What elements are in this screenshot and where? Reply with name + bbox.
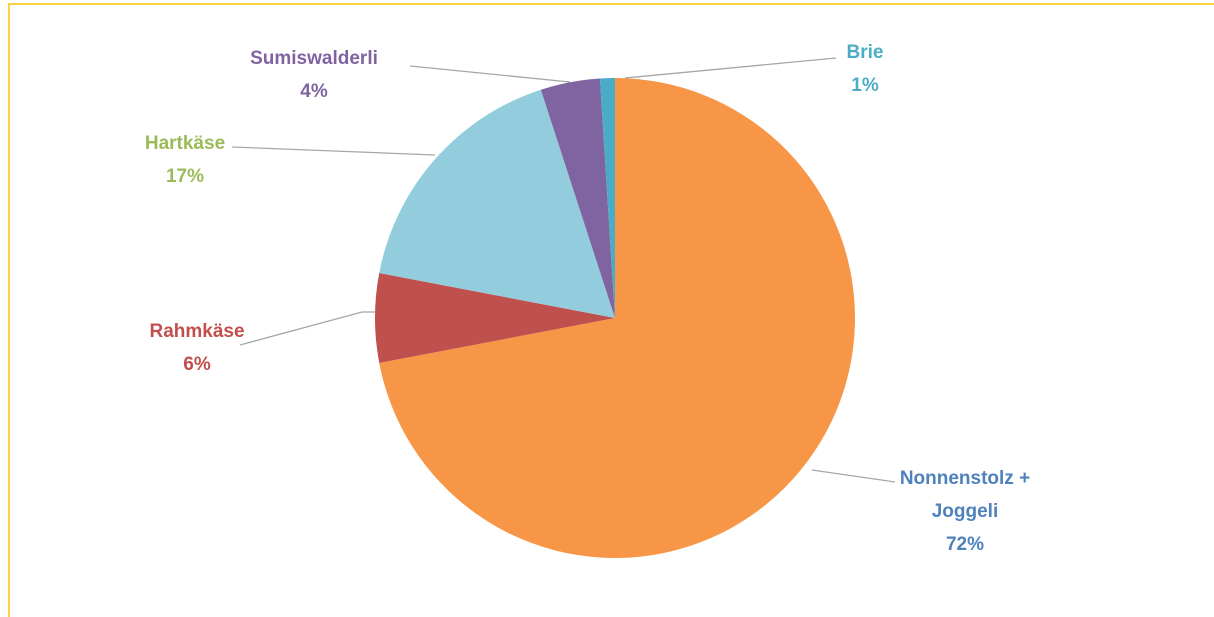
pie-slice [375, 273, 615, 363]
pie-slice [599, 78, 615, 318]
frame [8, 3, 1214, 617]
leader-line [409, 65, 571, 83]
pie-slice [540, 78, 615, 318]
data-label: Rahmkäse 6% [117, 315, 277, 381]
slice-percent: 72% [945, 534, 985, 555]
leader-line [239, 311, 375, 346]
slice-percent: 17% [165, 166, 205, 187]
data-label: Brie 1% [815, 36, 915, 102]
slice-name: Hartkäse [144, 133, 226, 154]
leader-line [624, 57, 837, 79]
leader-line [811, 469, 896, 483]
data-label: Sumiswalderli 4% [234, 42, 394, 108]
data-label: Nonnenstolz + Joggeli 72% [885, 462, 1045, 561]
slice-name: Rahmkäse [149, 321, 245, 342]
slice-percent: 1% [851, 75, 879, 96]
slice-name: Nonnenstolz + Joggeli [899, 468, 1031, 522]
slice-percent: 6% [183, 354, 211, 375]
pie-slice [379, 89, 615, 319]
slice-name: Sumiswalderli [250, 48, 378, 69]
pie-slice [379, 78, 856, 558]
data-label: Hartkäse 17% [105, 127, 265, 193]
slice-name: Brie [846, 42, 884, 63]
leader-line [231, 146, 436, 156]
slice-percent: 4% [300, 81, 328, 102]
